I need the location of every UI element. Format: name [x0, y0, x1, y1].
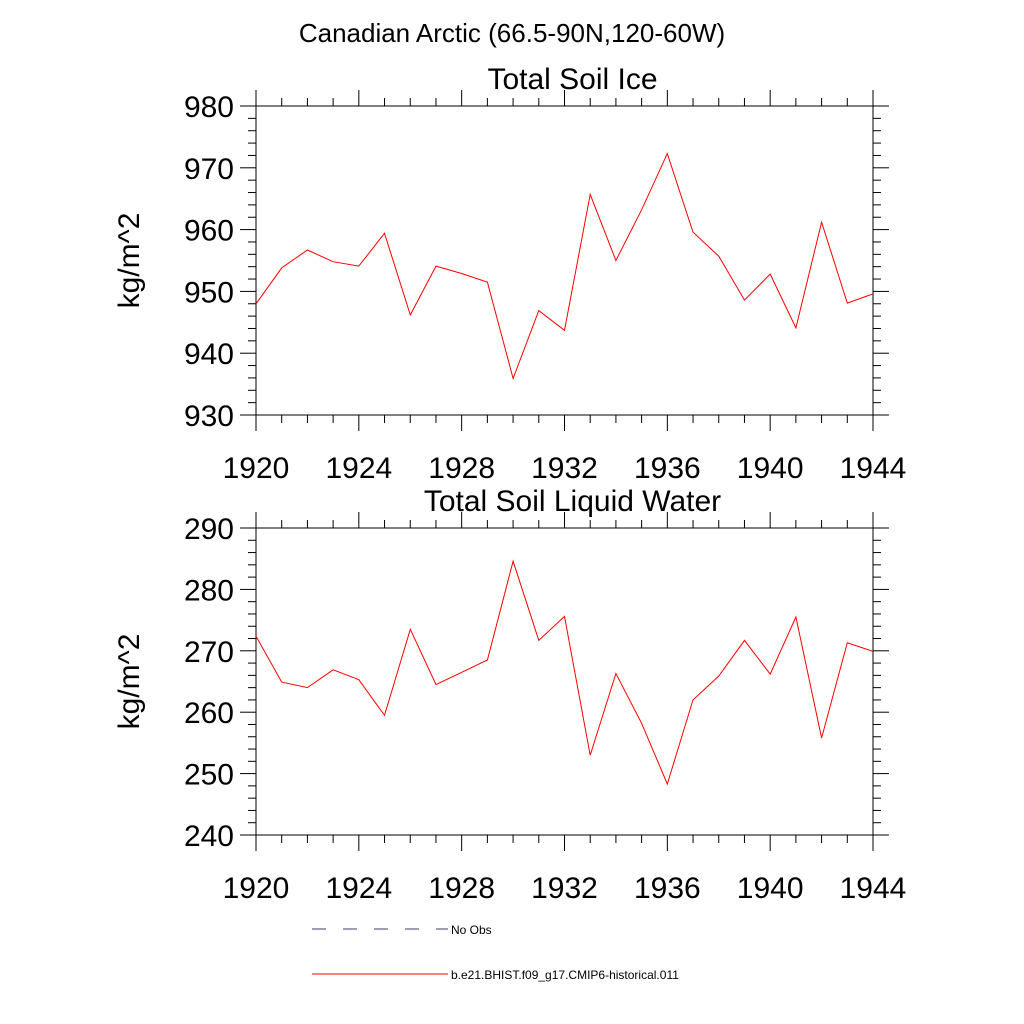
- x-tick-label: 1940: [737, 872, 804, 905]
- x-tick-label: 1932: [531, 452, 598, 485]
- x-tick-label: 1932: [531, 872, 598, 905]
- panel-title: Total Soil Ice: [487, 63, 657, 96]
- y-tick-label: 250: [184, 759, 234, 792]
- series-line-model-run: [255, 559, 874, 786]
- x-tick-label: 1928: [428, 872, 495, 905]
- plot-frame: [255, 527, 874, 836]
- x-tick-label: 1920: [223, 452, 290, 485]
- y-tick-label: 290: [184, 513, 234, 546]
- x-tick-label: 1920: [223, 872, 290, 905]
- series-line-model-run: [255, 152, 874, 381]
- x-tick-label: 1944: [840, 872, 907, 905]
- x-tick-label: 1924: [325, 872, 392, 905]
- legend-label-no-obs: No Obs: [451, 923, 492, 937]
- figure-title: Canadian Arctic (66.5-90N,120-60W): [299, 18, 725, 48]
- y-axis-label: kg/m^2: [113, 213, 146, 309]
- y-tick-label: 930: [184, 400, 234, 433]
- panel-soil-liquid-water: Total Soil Liquid Water kg/m^2 1920 1924 192…: [113, 485, 906, 905]
- panel-title: Total Soil Liquid Water: [424, 485, 721, 518]
- x-tick-label: 1940: [737, 452, 804, 485]
- x-tick-label: 1944: [840, 452, 907, 485]
- y-tick-label: 270: [184, 636, 234, 669]
- y-tick-label: 960: [184, 215, 234, 248]
- y-tick-label: 980: [184, 91, 234, 124]
- legend: No Obs b.e21.BHIST.f09_g17.CMIP6-histori…: [312, 923, 679, 982]
- chart-panels: Total Soil Ice kg/m^2 1920 1924 1928 1932 1936…: [113, 63, 906, 905]
- x-tick-label: 1924: [325, 452, 392, 485]
- x-tick-label: 1936: [634, 872, 701, 905]
- legend-label-model-run: b.e21.BHIST.f09_g17.CMIP6-historical.011: [451, 968, 679, 982]
- y-tick-label: 240: [184, 820, 234, 853]
- y-tick-label: 940: [184, 338, 234, 371]
- x-tick-label: 1936: [634, 452, 701, 485]
- y-tick-label: 280: [184, 574, 234, 607]
- y-tick-label: 260: [184, 697, 234, 730]
- x-tick-label: 1928: [428, 452, 495, 485]
- y-tick-label: 950: [184, 276, 234, 309]
- y-axis-label: kg/m^2: [113, 634, 146, 730]
- panel-soil-ice: Total Soil Ice kg/m^2 1920 1924 1928 1932 1936…: [113, 63, 906, 485]
- plot-frame: [255, 105, 874, 416]
- y-tick-label: 970: [184, 153, 234, 186]
